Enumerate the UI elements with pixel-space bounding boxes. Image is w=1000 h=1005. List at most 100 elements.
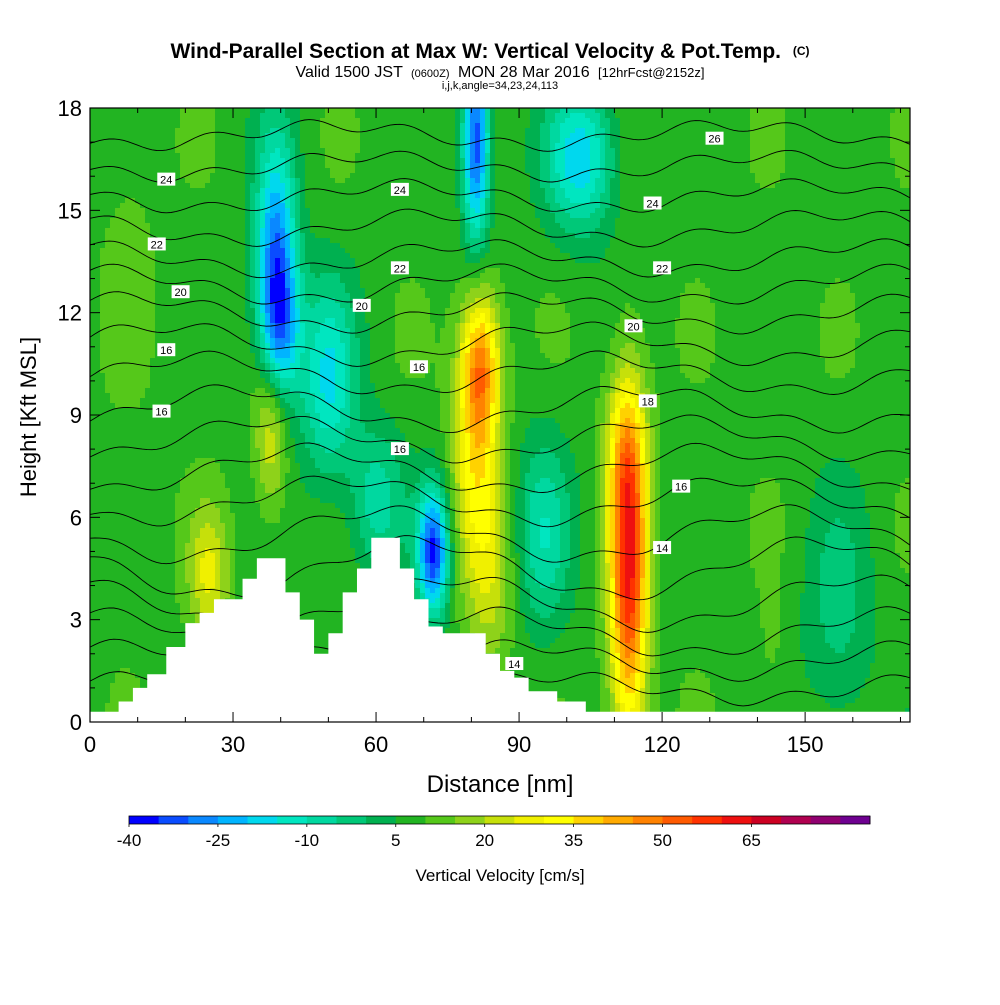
- velocity-cell: [145, 368, 151, 374]
- velocity-cell: [125, 178, 131, 184]
- velocity-cell: [285, 398, 291, 404]
- velocity-cell: [135, 243, 141, 249]
- velocity-cell: [130, 183, 136, 189]
- velocity-cell: [170, 268, 176, 274]
- velocity-cell: [205, 533, 211, 539]
- velocity-cell: [200, 408, 206, 414]
- velocity-cell: [100, 168, 106, 174]
- velocity-cell: [175, 488, 181, 494]
- velocity-cell: [165, 473, 171, 479]
- velocity-cell: [130, 423, 136, 429]
- velocity-cell: [175, 263, 181, 269]
- velocity-cell: [225, 563, 231, 569]
- velocity-cell: [170, 493, 176, 499]
- velocity-cell: [105, 653, 111, 659]
- velocity-cell: [245, 238, 251, 244]
- velocity-cell: [275, 318, 281, 324]
- velocity-cell: [135, 213, 141, 219]
- velocity-cell: [290, 348, 296, 354]
- velocity-cell: [105, 588, 111, 594]
- velocity-cell: [250, 508, 256, 514]
- velocity-cell: [90, 673, 96, 679]
- velocity-cell: [105, 173, 111, 179]
- velocity-cell: [275, 138, 281, 144]
- velocity-cell: [190, 318, 196, 324]
- velocity-cell: [200, 123, 206, 129]
- velocity-cell: [160, 498, 166, 504]
- velocity-cell: [265, 468, 271, 474]
- velocity-cell: [260, 118, 266, 124]
- velocity-cell: [275, 408, 281, 414]
- velocity-cell: [120, 188, 126, 194]
- velocity-cell: [125, 683, 131, 689]
- velocity-cell: [270, 498, 276, 504]
- velocity-cell: [290, 148, 296, 154]
- velocity-cell: [290, 383, 296, 389]
- velocity-cell: [125, 523, 131, 529]
- velocity-cell: [135, 113, 141, 119]
- velocity-cell: [100, 258, 106, 264]
- velocity-cell: [230, 188, 236, 194]
- velocity-cell: [255, 193, 261, 199]
- velocity-cell: [225, 138, 231, 144]
- velocity-cell: [105, 498, 111, 504]
- velocity-cell: [205, 373, 211, 379]
- velocity-cell: [220, 373, 226, 379]
- velocity-cell: [160, 283, 166, 289]
- velocity-cell: [155, 513, 161, 519]
- velocity-cell: [195, 338, 201, 344]
- velocity-cell: [200, 173, 206, 179]
- velocity-cell: [165, 193, 171, 199]
- velocity-cell: [290, 448, 296, 454]
- velocity-cell: [270, 408, 276, 414]
- velocity-cell: [205, 238, 211, 244]
- velocity-cell: [165, 268, 171, 274]
- velocity-cell: [240, 398, 246, 404]
- velocity-cell: [185, 453, 191, 459]
- velocity-cell: [255, 158, 261, 164]
- velocity-cell: [140, 403, 146, 409]
- velocity-cell: [225, 358, 231, 364]
- velocity-cell: [140, 188, 146, 194]
- velocity-cell: [230, 343, 236, 349]
- velocity-cell: [195, 563, 201, 569]
- velocity-cell: [255, 238, 261, 244]
- velocity-cell: [265, 153, 271, 159]
- velocity-cell: [150, 438, 156, 444]
- velocity-cell: [160, 603, 166, 609]
- velocity-cell: [150, 468, 156, 474]
- velocity-cell: [245, 553, 251, 559]
- velocity-cell: [230, 253, 236, 259]
- velocity-cell: [110, 543, 116, 549]
- velocity-cell: [95, 653, 101, 659]
- velocity-cell: [220, 518, 226, 524]
- velocity-cell: [145, 403, 151, 409]
- velocity-cell: [265, 233, 271, 239]
- velocity-cell: [140, 183, 146, 189]
- velocity-cell: [265, 318, 271, 324]
- velocity-cell: [165, 493, 171, 499]
- velocity-cell: [205, 493, 211, 499]
- velocity-cell: [275, 108, 281, 114]
- velocity-cell: [180, 468, 186, 474]
- velocity-cell: [130, 393, 136, 399]
- velocity-cell: [190, 448, 196, 454]
- velocity-cell: [90, 438, 96, 444]
- velocity-cell: [205, 443, 211, 449]
- velocity-cell: [120, 108, 126, 114]
- velocity-cell: [185, 338, 191, 344]
- velocity-cell: [205, 483, 211, 489]
- velocity-cell: [190, 243, 196, 249]
- velocity-cell: [210, 213, 216, 219]
- velocity-cell: [175, 413, 181, 419]
- velocity-cell: [230, 468, 236, 474]
- velocity-cell: [120, 378, 126, 384]
- velocity-cell: [185, 618, 191, 624]
- velocity-cell: [140, 108, 146, 114]
- velocity-cell: [150, 493, 156, 499]
- velocity-cell: [200, 303, 206, 309]
- velocity-cell: [280, 283, 286, 289]
- velocity-cell: [135, 153, 141, 159]
- velocity-cell: [105, 298, 111, 304]
- velocity-cell: [205, 473, 211, 479]
